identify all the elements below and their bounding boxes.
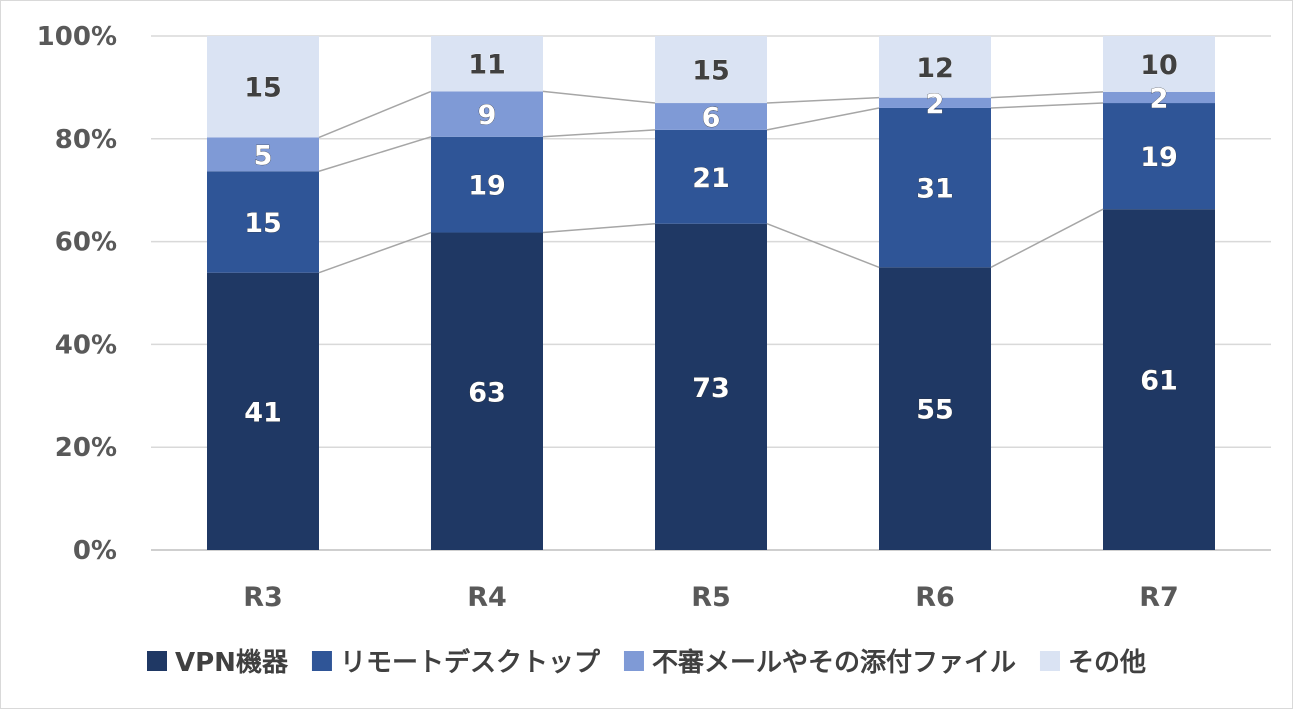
legend-label: VPN機器 <box>175 648 289 678</box>
data-label: 15 <box>244 73 282 104</box>
series-line <box>766 223 880 268</box>
series-line <box>766 96 880 104</box>
bar-segment <box>431 136 543 233</box>
data-label: 63 <box>468 377 506 408</box>
series-line <box>542 129 656 138</box>
x-axis-categories: R3 R4 R5 R6 R7 <box>243 582 1179 613</box>
bar-segment <box>431 36 543 92</box>
bar-segment <box>879 267 991 550</box>
data-label: 41 <box>244 397 282 428</box>
bar-segment <box>655 103 767 130</box>
data-label: 10 <box>1140 50 1178 81</box>
bar-segment <box>207 171 319 273</box>
bar-segment <box>431 232 543 550</box>
data-label: 21 <box>692 163 730 194</box>
series-line <box>318 231 432 274</box>
data-label: 15 <box>692 56 730 87</box>
bar-segment <box>655 223 767 550</box>
data-label: 31 <box>916 174 954 205</box>
data-label: 15 <box>244 208 282 239</box>
data-label: 19 <box>1140 142 1178 173</box>
y-tick-label: 100% <box>37 22 117 52</box>
bar-segment <box>1103 91 1215 104</box>
y-tick-label: 40% <box>55 330 117 360</box>
data-label: 6 <box>702 102 721 133</box>
x-category-label: R5 <box>691 582 731 613</box>
bar-segment <box>207 36 319 138</box>
y-axis-ticks: 0% 20% 40% 60% 80% 100% <box>37 22 117 566</box>
data-label: 2 <box>926 89 945 120</box>
legend-swatch <box>623 651 644 671</box>
series-line <box>766 107 880 131</box>
legend-label: リモートデスクトップ <box>340 647 601 678</box>
x-category-label: R3 <box>243 582 283 613</box>
x-category-label: R4 <box>467 582 507 613</box>
data-label: 12 <box>916 53 954 84</box>
data-label: 11 <box>468 50 506 81</box>
legend-swatch <box>311 651 332 671</box>
legend-swatch <box>1039 651 1060 671</box>
y-tick-label: 60% <box>55 228 117 258</box>
bar-segment <box>655 129 767 224</box>
x-category-label: R6 <box>915 582 955 613</box>
legend-label: その他 <box>1068 648 1146 678</box>
bar-segment <box>1103 36 1215 92</box>
series-line <box>318 136 432 172</box>
series-line <box>990 91 1104 99</box>
legend: VPN機器 リモートデスクトップ 不審メールやその添付ファイル その他 <box>147 647 1146 678</box>
bar-segment <box>1103 209 1215 550</box>
y-tick-label: 0% <box>73 536 117 566</box>
bar-segment <box>207 272 319 550</box>
data-label: 9 <box>478 100 497 131</box>
legend-swatch <box>147 651 167 671</box>
bar-segment <box>431 91 543 137</box>
data-label: 73 <box>692 373 730 404</box>
data-label: 5 <box>254 140 273 171</box>
bar-segment <box>879 36 991 98</box>
bar-segment <box>655 36 767 104</box>
series-line <box>990 208 1104 268</box>
series-line <box>542 222 656 234</box>
data-label: 2 <box>1150 83 1169 114</box>
bar-segment <box>207 137 319 172</box>
series-line <box>318 90 432 139</box>
bars <box>207 36 1215 550</box>
legend-label: 不審メールやその添付ファイル <box>652 648 1016 678</box>
x-category-label: R7 <box>1139 582 1179 613</box>
bar-segment <box>879 97 991 108</box>
series-lines <box>318 90 1104 274</box>
y-tick-label: 20% <box>55 433 117 463</box>
bar-segment <box>1103 103 1215 210</box>
data-label: 19 <box>468 171 506 202</box>
data-label: 55 <box>916 395 954 426</box>
y-tick-label: 80% <box>55 125 117 155</box>
bar-segment <box>879 107 991 268</box>
data-label: 61 <box>1140 366 1178 397</box>
series-line <box>990 102 1104 109</box>
series-line <box>542 90 656 104</box>
